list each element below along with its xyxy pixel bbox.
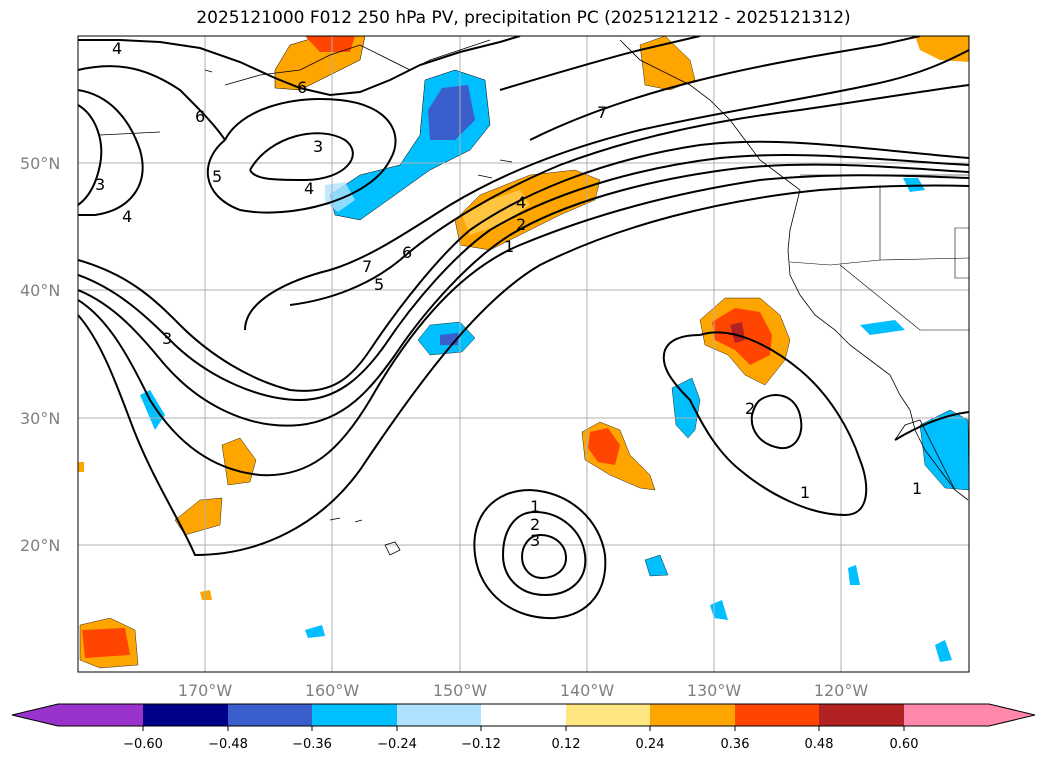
svg-text:7: 7 [597,103,607,122]
svg-text:4: 4 [304,179,314,198]
colorbar-tick: −0.48 [208,737,248,752]
svg-text:2: 2 [745,399,755,418]
svg-text:7: 7 [362,257,372,276]
graticule [78,36,969,672]
colorbar-tick: 0.36 [721,737,750,752]
svg-text:1: 1 [912,479,922,498]
colorbar-cell [735,704,819,726]
svg-text:130°W: 130°W [687,681,742,700]
latitude-labels: 50°N 40°N 30°N 20°N [20,154,60,555]
svg-text:3: 3 [162,329,172,348]
svg-text:4: 4 [516,193,526,212]
contour-labels: 4 6 6 3 5 4 3 4 7 5 6 3 4 2 1 7 2 1 1 2 … [95,39,922,550]
longitude-labels: 170°W 160°W 150°W 140°W 130°W 120°W [178,681,869,700]
colorbar-tick: −0.36 [292,737,332,752]
colorbar-cell [650,704,735,726]
colorbar-tick: 0.48 [805,737,834,752]
colorbar: −0.60 −0.48 −0.36 −0.24 −0.12 0.12 0.24 … [11,703,1036,752]
svg-text:4: 4 [112,39,122,58]
colorbar-cell [312,704,397,726]
svg-text:6: 6 [402,243,412,262]
svg-text:6: 6 [195,107,205,126]
colorbar-cell [566,704,650,726]
svg-text:3: 3 [95,175,105,194]
svg-text:3: 3 [530,531,540,550]
map-area[interactable]: 4 6 6 3 5 4 3 4 7 5 6 3 4 2 1 7 2 1 1 2 … [78,36,969,672]
svg-text:150°W: 150°W [433,681,488,700]
svg-text:1: 1 [504,237,514,256]
coastlines [99,39,969,556]
svg-text:170°W: 170°W [178,681,233,700]
svg-text:2: 2 [530,515,540,534]
svg-text:3: 3 [313,137,323,156]
colorbar-cell [228,704,312,726]
colorbar-extend-right [989,704,1035,726]
svg-text:5: 5 [212,167,222,186]
colorbar-cell [58,704,143,726]
colorbar-cell [143,704,228,726]
colorbar-cell [904,704,989,726]
colorbar-tick: −0.24 [377,737,417,752]
svg-text:120°W: 120°W [814,681,869,700]
colorbar-tick: 0.24 [636,737,665,752]
colorbar-cell [481,704,566,726]
colorbar-cell [819,704,904,726]
colorbar-tick: 0.12 [552,737,581,752]
colorbar-tick: 0.60 [890,737,919,752]
svg-text:5: 5 [374,275,384,294]
colorbar-tick: −0.12 [461,737,501,752]
map-title: 2025121000 F012 250 hPa PV, precipitatio… [196,8,851,28]
svg-text:140°W: 140°W [560,681,615,700]
colorbar-cell [397,704,481,726]
svg-text:2: 2 [516,215,526,234]
svg-text:1: 1 [530,497,540,516]
svg-text:6: 6 [297,78,307,97]
svg-text:160°W: 160°W [305,681,360,700]
colorbar-tick: −0.60 [123,737,163,752]
svg-text:40°N: 40°N [20,281,60,300]
pv-contours [78,36,969,620]
svg-text:1: 1 [800,483,810,502]
svg-text:20°N: 20°N [20,536,60,555]
svg-text:30°N: 30°N [20,409,60,428]
svg-text:50°N: 50°N [20,154,60,173]
map-frame [77,35,970,673]
colorbar-extend-left [12,704,58,726]
svg-text:4: 4 [122,207,132,226]
